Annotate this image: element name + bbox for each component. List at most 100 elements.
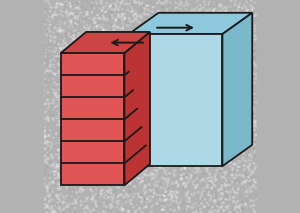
- Point: [105, 69, 110, 72]
- Point: [101, 138, 106, 142]
- Point: [117, 18, 122, 21]
- Point: [191, 183, 196, 186]
- Point: [183, 185, 188, 189]
- Point: [134, 132, 139, 135]
- Point: [194, 50, 198, 53]
- Point: [82, 121, 87, 124]
- Point: [137, 2, 142, 6]
- Point: [184, 89, 189, 92]
- Point: [140, 176, 145, 179]
- Point: [251, 178, 256, 181]
- Point: [123, 17, 128, 20]
- Point: [195, 22, 200, 25]
- Point: [148, 86, 152, 89]
- Point: [206, 132, 211, 136]
- Point: [172, 6, 176, 9]
- Point: [106, 15, 111, 19]
- Point: [105, 43, 110, 46]
- Point: [160, 63, 165, 67]
- Point: [228, 159, 232, 162]
- Point: [232, 169, 237, 173]
- Point: [229, 74, 234, 77]
- Point: [228, 164, 233, 168]
- Point: [51, 119, 56, 123]
- Point: [208, 145, 213, 149]
- Point: [154, 63, 159, 66]
- Point: [230, 21, 235, 24]
- Point: [234, 174, 239, 177]
- Point: [73, 160, 77, 164]
- Point: [203, 115, 208, 118]
- Point: [110, 69, 114, 73]
- Point: [229, 160, 234, 164]
- Point: [74, 201, 79, 205]
- Point: [240, 53, 245, 56]
- Point: [183, 166, 188, 170]
- Point: [173, 196, 178, 199]
- Point: [88, 168, 92, 172]
- Point: [163, 148, 168, 151]
- Point: [68, 45, 73, 49]
- Point: [123, 93, 128, 96]
- Point: [252, 114, 257, 118]
- Point: [102, 201, 106, 205]
- Point: [108, 5, 113, 8]
- Point: [224, 184, 228, 187]
- Point: [182, 130, 186, 134]
- Point: [118, 15, 122, 19]
- Point: [236, 52, 241, 56]
- Point: [135, 203, 140, 206]
- Point: [68, 138, 73, 142]
- Point: [165, 198, 170, 201]
- Point: [93, 108, 98, 111]
- Point: [110, 162, 115, 166]
- Point: [47, 74, 52, 77]
- Point: [103, 40, 107, 43]
- Point: [64, 180, 69, 183]
- Point: [107, 86, 112, 90]
- Point: [159, 79, 164, 82]
- Point: [248, 20, 252, 23]
- Point: [206, 160, 211, 163]
- Point: [117, 104, 122, 107]
- Point: [55, 186, 60, 190]
- Point: [151, 188, 156, 191]
- Point: [78, 19, 83, 22]
- Point: [226, 117, 231, 120]
- Point: [157, 14, 162, 18]
- Point: [152, 73, 157, 77]
- Point: [127, 121, 132, 124]
- Point: [175, 5, 179, 8]
- Point: [129, 5, 134, 8]
- Point: [187, 42, 191, 46]
- Point: [161, 0, 166, 2]
- Point: [54, 6, 58, 10]
- Point: [68, 19, 73, 22]
- Point: [130, 19, 135, 23]
- Point: [45, 69, 50, 72]
- Point: [142, 85, 147, 88]
- Point: [72, 167, 76, 171]
- Point: [145, 183, 150, 186]
- Point: [237, 97, 242, 101]
- Point: [97, 40, 102, 43]
- Point: [171, 190, 176, 194]
- Point: [194, 103, 199, 106]
- Point: [69, 147, 74, 150]
- Point: [245, 165, 250, 168]
- Point: [44, 141, 49, 145]
- Point: [59, 210, 64, 213]
- Point: [91, 196, 95, 200]
- Point: [188, 141, 193, 144]
- Point: [113, 3, 118, 6]
- Point: [188, 47, 192, 50]
- Point: [101, 188, 106, 191]
- Point: [118, 53, 122, 56]
- Point: [211, 114, 216, 117]
- Point: [239, 21, 244, 24]
- Point: [122, 101, 127, 105]
- Point: [56, 42, 60, 46]
- Point: [65, 98, 70, 101]
- Point: [229, 150, 233, 153]
- Point: [94, 152, 99, 156]
